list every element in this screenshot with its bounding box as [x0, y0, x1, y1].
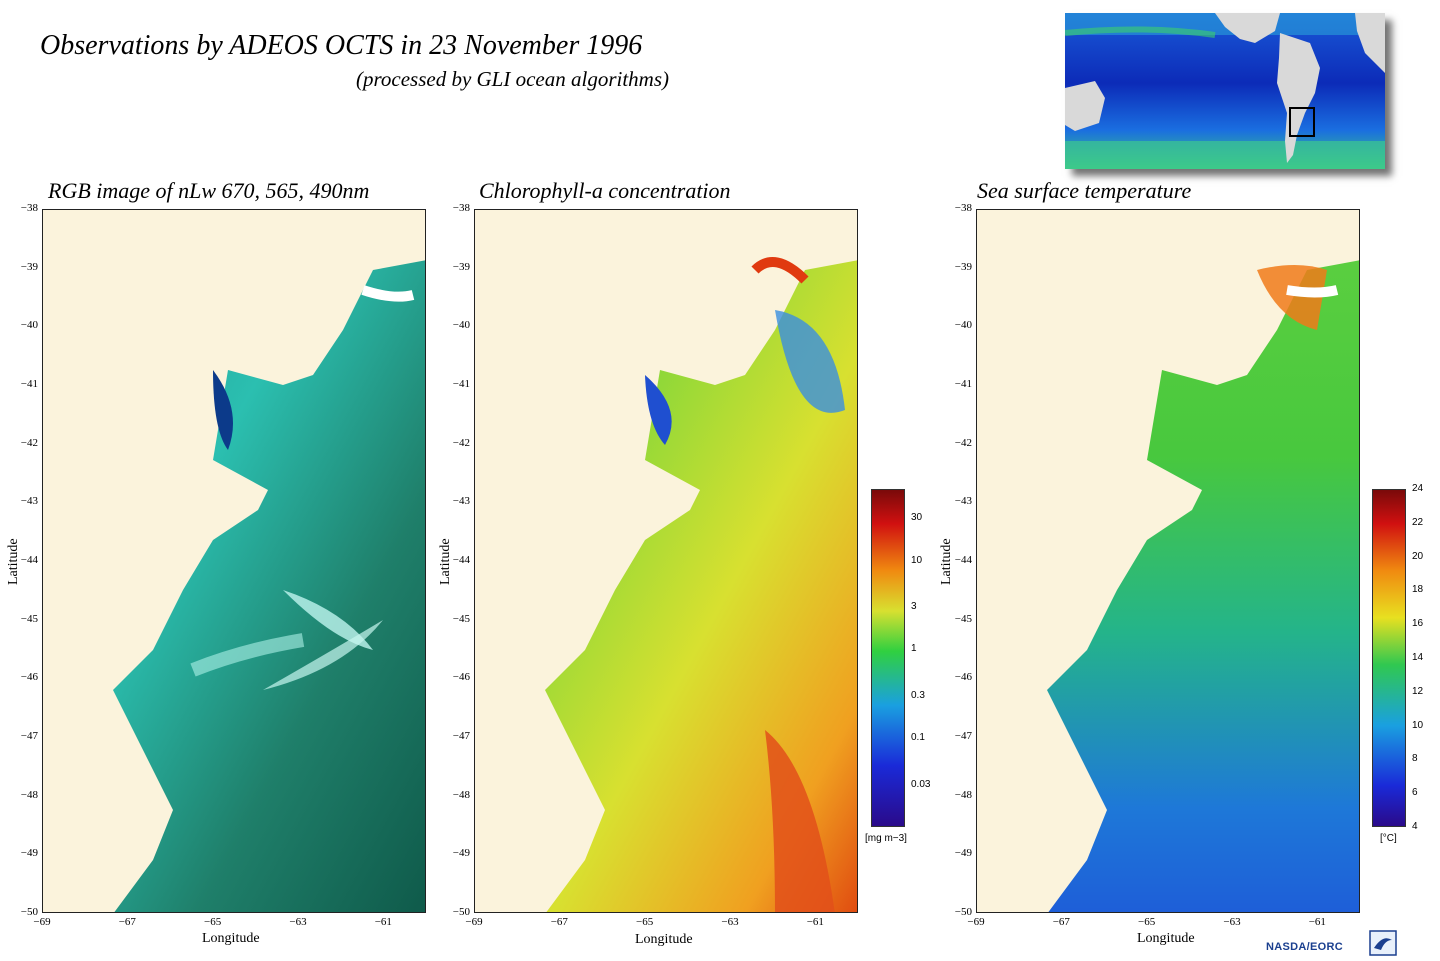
panel-title-sst: Sea surface temperature — [977, 178, 1192, 203]
lat-tick-sst: −43 — [954, 495, 972, 508]
lon-tick-sst: −65 — [1138, 916, 1156, 928]
colorbar-tick-chlorophyll: 10 — [911, 554, 923, 566]
colorbar-tick-sst: 18 — [1412, 584, 1424, 596]
panel-title-chlorophyll: Chlorophyll-a concentration — [479, 178, 731, 203]
lat-tick-rgb: −49 — [20, 847, 38, 860]
lat-tick-rgb: −40 — [20, 319, 38, 332]
lat-tick-chlorophyll: −40 — [452, 319, 470, 332]
lon-tick-chlorophyll: −69 — [465, 916, 483, 928]
colorbar-chlorophyll — [871, 489, 905, 827]
lat-tick-rgb: −45 — [20, 612, 38, 625]
lat-tick-chlorophyll: −50 — [452, 906, 470, 918]
lon-tick-chlorophyll: −61 — [806, 916, 824, 928]
map-sst — [976, 209, 1360, 913]
lat-tick-chlorophyll: −41 — [452, 378, 470, 390]
ylabel-chlorophyll: Latitude — [438, 538, 453, 585]
colorbar-tick-chlorophyll: 0.3 — [911, 689, 925, 701]
lat-tick-sst: −45 — [954, 612, 972, 625]
lat-tick-chlorophyll: −39 — [452, 260, 470, 273]
colorbar-tick-chlorophyll: 0.1 — [911, 732, 925, 744]
lon-tick-chlorophyll: −67 — [550, 916, 568, 928]
lon-tick-rgb: −63 — [289, 916, 307, 928]
lat-tick-sst: −50 — [954, 906, 972, 918]
lat-tick-sst: −47 — [954, 730, 972, 742]
lat-tick-rgb: −48 — [20, 788, 38, 801]
lat-tick-rgb: −47 — [20, 730, 38, 742]
lat-tick-sst: −39 — [954, 260, 972, 273]
lat-tick-chlorophyll: −48 — [452, 788, 470, 801]
map-chlorophyll — [474, 209, 858, 913]
region-box — [1289, 107, 1315, 137]
lat-tick-chlorophyll: −46 — [452, 671, 470, 684]
xlabel-rgb: Longitude — [202, 931, 260, 946]
page-subtitle: (processed by GLI ocean algorithms) — [356, 67, 670, 91]
lon-tick-rgb: −69 — [33, 916, 51, 928]
inset-global-map — [1065, 13, 1385, 169]
lat-tick-sst: −38 — [954, 202, 972, 214]
colorbar-unit-sst: [°C] — [1380, 833, 1397, 844]
lon-tick-rgb: −67 — [118, 916, 136, 928]
lon-tick-rgb: −65 — [204, 916, 222, 928]
lat-tick-chlorophyll: −44 — [452, 554, 470, 566]
lat-tick-sst: −40 — [954, 319, 972, 332]
lat-tick-sst: −49 — [954, 847, 972, 860]
colorbar-tick-chlorophyll: 30 — [911, 512, 923, 524]
lat-tick-chlorophyll: −43 — [452, 495, 470, 508]
lon-tick-sst: −63 — [1223, 916, 1241, 928]
lat-tick-rgb: −50 — [20, 906, 38, 918]
ylabel-sst: Latitude — [939, 538, 954, 585]
lat-tick-sst: −41 — [954, 378, 972, 390]
colorbar-tick-sst: 20 — [1412, 550, 1424, 562]
lat-tick-rgb: −43 — [20, 495, 38, 508]
lon-tick-sst: −69 — [967, 916, 985, 928]
lon-tick-chlorophyll: −63 — [721, 916, 739, 928]
lat-tick-sst: −48 — [954, 788, 972, 801]
page-title: Observations by ADEOS OCTS in 23 Novembe… — [40, 30, 643, 61]
colorbar-tick-sst: 22 — [1412, 516, 1424, 528]
colorbar-tick-sst: 24 — [1412, 483, 1424, 494]
colorbar-tick-sst: 6 — [1412, 787, 1418, 799]
nasda-eorc-logo-icon — [1369, 930, 1397, 956]
panel-title-rgb: RGB image of nLw 670, 565, 490nm — [48, 178, 370, 203]
colorbar-tick-chlorophyll: 3 — [911, 601, 917, 613]
nasda-eorc-logo-text: NASDA/EORC — [1266, 941, 1343, 953]
lat-tick-rgb: −44 — [20, 554, 38, 566]
lat-tick-chlorophyll: −45 — [452, 612, 470, 625]
lon-tick-rgb: −61 — [374, 916, 392, 928]
lat-tick-chlorophyll: −42 — [452, 436, 470, 449]
xlabel-sst: Longitude — [1137, 931, 1195, 946]
lat-tick-rgb: −39 — [20, 260, 38, 273]
lat-tick-sst: −46 — [954, 671, 972, 684]
lat-tick-rgb: −41 — [20, 378, 38, 390]
lat-tick-rgb: −38 — [20, 202, 38, 214]
colorbar-tick-sst: 14 — [1412, 652, 1424, 663]
lat-tick-sst: −42 — [954, 436, 972, 449]
colorbar-unit-chlorophyll: [mg m−3] — [865, 833, 907, 844]
lat-tick-chlorophyll: −49 — [452, 847, 470, 860]
ylabel-rgb: Latitude — [6, 538, 21, 585]
lat-tick-sst: −44 — [954, 554, 972, 566]
colorbar-tick-chlorophyll: 1 — [911, 643, 917, 655]
xlabel-chlorophyll: Longitude — [635, 932, 693, 947]
lat-tick-chlorophyll: −47 — [452, 730, 470, 742]
lon-tick-sst: −61 — [1308, 916, 1326, 928]
lon-tick-sst: −67 — [1052, 916, 1070, 928]
lat-tick-rgb: −46 — [20, 671, 38, 684]
lon-tick-chlorophyll: −65 — [636, 916, 654, 928]
lat-tick-rgb: −42 — [20, 436, 38, 449]
map-rgb — [42, 209, 426, 913]
colorbar-tick-sst: 8 — [1412, 753, 1418, 765]
colorbar-tick-sst: 12 — [1412, 685, 1424, 697]
colorbar-sst — [1372, 489, 1406, 827]
colorbar-tick-chlorophyll: 0.03 — [911, 778, 931, 790]
lat-tick-chlorophyll: −38 — [452, 202, 470, 214]
colorbar-tick-sst: 10 — [1412, 719, 1424, 731]
colorbar-tick-sst: 16 — [1412, 618, 1424, 630]
colorbar-tick-sst: 4 — [1412, 821, 1418, 832]
